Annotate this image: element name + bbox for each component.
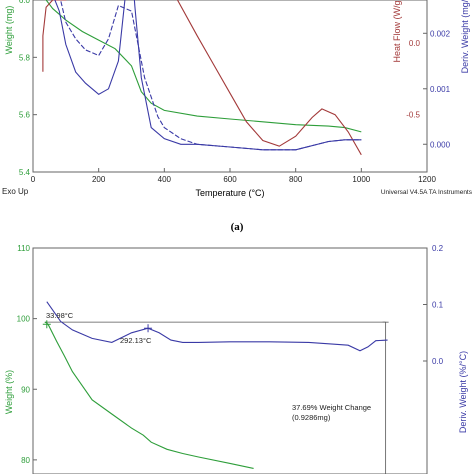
chart-a: 0 200 400 600 800 1000 1200 5.45.65.86.0 -0.50… <box>2 0 473 198</box>
chart-b-left-tick-label: 90 <box>21 385 30 394</box>
chart-b-right-tick-label: 0.0 <box>432 357 444 366</box>
chart-a-heat-ticks: -0.5 0.0 <box>406 39 420 120</box>
chart-a-heat-tick-label: 0.0 <box>409 39 421 48</box>
chart-b-right-tick-label: 0.1 <box>432 301 444 310</box>
chart-b-deriv-axis-label: Deriv. Weight (%/°C) <box>458 351 468 433</box>
chart-a-left-tick-label: 5.8 <box>19 53 31 62</box>
chart-a-footer-right: Universal V4.5A TA Instruments <box>381 189 473 196</box>
chart-a-left-tick-label: 6.0 <box>19 0 31 5</box>
chart-a-x-tick-label: 1200 <box>418 175 436 184</box>
chart-b-markers <box>42 320 153 333</box>
chart-b-right-tick-label: 0.2 <box>432 244 444 253</box>
chart-a-footer-left: Exo Up <box>2 187 29 196</box>
chart-b-frame <box>32 247 428 474</box>
chart-b-series <box>44 301 388 469</box>
chart-b-left-ticks: 80 90 100 110 <box>17 244 37 465</box>
chart-b-weight-axis-label: Weight (%) <box>4 370 14 414</box>
chart-a-left-ticks: 5.4 5.6 5.8 6.0 <box>19 0 37 177</box>
chart-a-deriv-weight-curve-dashed <box>60 0 362 151</box>
chart-a-heat-flow-curve <box>42 0 362 156</box>
chart-b-guides <box>44 321 389 474</box>
chart-a-x-tick-label: 400 <box>158 175 172 184</box>
chart-a-heat-tick-label: -0.5 <box>406 111 420 120</box>
chart-a-x-tick-label: 800 <box>289 175 303 184</box>
chart-a-deriv-tick-label: 0.002 <box>430 29 451 38</box>
chart-b-deriv-weight-percent-curve <box>46 301 388 352</box>
chart-a-deriv-tick-label: 0.000 <box>430 140 451 149</box>
chart-a-left-tick-label: 5.4 <box>19 168 31 177</box>
panel-label-a: (a) <box>231 221 244 233</box>
chart-a-series <box>42 0 362 156</box>
chart-a-deriv-weight-curve <box>54 0 362 151</box>
chart-b-weight-percent-curve <box>44 321 254 469</box>
chart-a-x-ticks: 0 200 400 600 800 1000 1200 <box>31 168 436 184</box>
chart-a-x-axis-label: Temperature (°C) <box>195 188 264 198</box>
chart-a-weight-curve <box>45 0 362 133</box>
annotation-peak: 292.13°C <box>120 336 152 345</box>
chart-b: 80 90 100 110 0.0 0.1 0.2 Weight (%) Deriv. W… <box>4 244 468 474</box>
chart-a-left-tick-label: 5.6 <box>19 111 31 120</box>
annotation-onset: 33.98°C <box>46 311 74 320</box>
annotation-weight-mg: (0.9286mg) <box>292 413 331 422</box>
chart-b-left-tick-label: 80 <box>21 456 30 465</box>
chart-a-frame <box>32 0 428 173</box>
chart-a-weight-axis-label: Weight (mg) <box>4 6 14 55</box>
chart-b-right-ticks: 0.0 0.1 0.2 <box>423 244 444 366</box>
chart-b-left-tick-label: 100 <box>17 315 31 324</box>
chart-a-heat-axis-label: Heat Flow (W/g) <box>392 0 402 63</box>
chart-a-deriv-tick-label: 0.001 <box>430 85 451 94</box>
chart-a-x-tick-label: 200 <box>92 175 106 184</box>
annotation-weight-change: 37.69% Weight Change <box>292 403 371 412</box>
chart-a-x-tick-label: 0 <box>31 175 36 184</box>
chart-a-x-tick-label: 1000 <box>352 175 370 184</box>
chart-a-deriv-axis-label: Deriv. Weight (mg/°C) <box>460 0 470 73</box>
chart-a-x-tick-label: 600 <box>223 175 237 184</box>
chart-b-left-tick-label: 110 <box>17 244 30 253</box>
chart-a-deriv-ticks: 0.000 0.001 0.002 <box>423 29 451 149</box>
